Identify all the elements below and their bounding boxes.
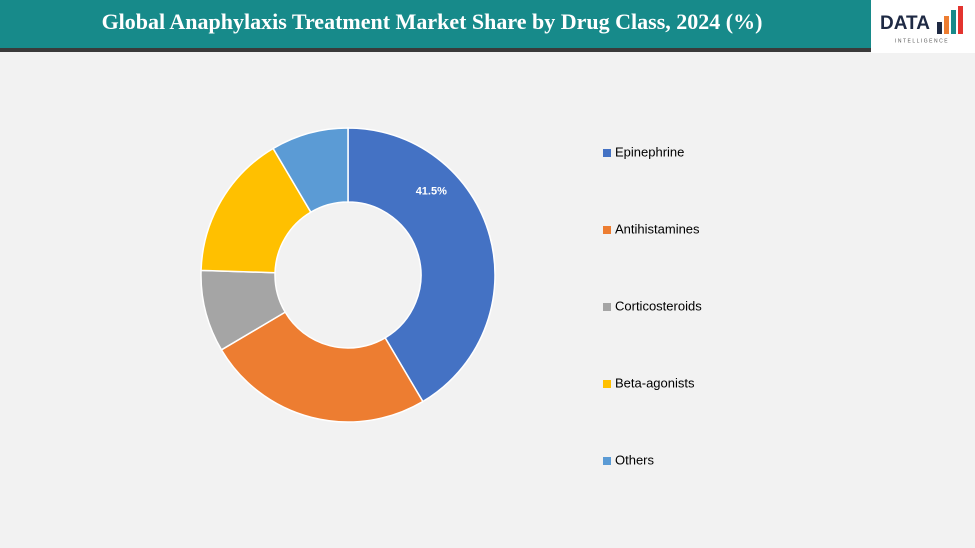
legend-swatch <box>603 457 611 465</box>
legend-label: Epinephrine <box>615 144 684 159</box>
title-rule <box>0 48 975 52</box>
title-bar <box>0 0 975 48</box>
legend-swatch <box>603 149 611 157</box>
chart-title: Global Anaphylaxis Treatment Market Shar… <box>102 9 763 34</box>
logo-subtext: INTELLIGENCE <box>895 38 949 44</box>
legend-label: Antihistamines <box>615 221 700 236</box>
legend-swatch <box>603 380 611 388</box>
legend-swatch <box>603 226 611 234</box>
data-label: 41.5% <box>416 185 447 197</box>
donut-slice <box>272 127 349 214</box>
logo-text: DATA <box>880 13 930 34</box>
legend-label: Others <box>615 452 655 467</box>
donut-slice <box>347 127 496 403</box>
legend-label: Beta-agonists <box>615 375 695 390</box>
logo-bars <box>937 6 963 34</box>
logo-box <box>871 0 975 53</box>
legend-label: Corticosteroids <box>615 298 702 313</box>
legend-swatch <box>603 303 611 311</box>
donut-slice <box>220 311 424 423</box>
